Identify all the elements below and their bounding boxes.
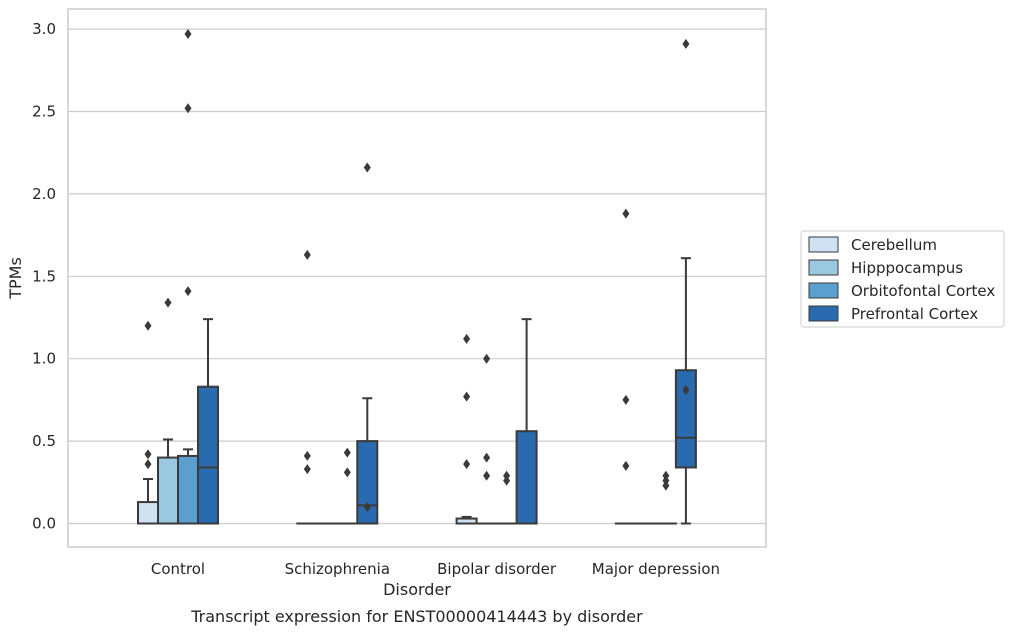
- outlier-point: [164, 297, 172, 308]
- legend-swatch: [808, 305, 839, 322]
- chart-caption: Transcript expression for ENST0000041444…: [190, 607, 643, 626]
- outlier-point: [303, 249, 311, 260]
- outlier-point: [363, 162, 371, 173]
- outlier-point: [343, 467, 351, 478]
- legend-label: Cerebellum: [851, 236, 937, 254]
- y-tick-label: 3.0: [32, 20, 56, 38]
- box-cerebellum: [137, 320, 159, 525]
- box-body: [515, 430, 538, 525]
- legend-swatch: [808, 259, 839, 276]
- box-body: [197, 385, 219, 525]
- y-tick-label: 1.0: [32, 350, 56, 368]
- legend-label: Prefrontal Cortex: [851, 305, 978, 323]
- box-orbitofontal-cortex: [336, 447, 359, 525]
- legend-label: Hipppocampus: [851, 259, 963, 277]
- x-tick-label: Schizophrenia: [285, 560, 390, 578]
- box-orbitofontal-cortex: [495, 470, 518, 525]
- box-series: [137, 29, 697, 525]
- legend-frame: [800, 230, 1005, 328]
- box-body: [157, 456, 179, 525]
- y-tick-label: 0.0: [32, 515, 56, 533]
- outlier-point: [303, 450, 311, 461]
- box-prefrontal-cortex: [197, 318, 219, 525]
- x-tick-label: Bipolar disorder: [437, 560, 557, 578]
- outlier-point: [363, 502, 371, 513]
- outlier-point: [303, 464, 311, 475]
- legend-label: Orbitofontal Cortex: [851, 282, 995, 300]
- outlier-point: [184, 103, 192, 114]
- box-body: [137, 501, 159, 525]
- outlier-point: [483, 452, 491, 463]
- x-tick-label: Major depression: [592, 560, 720, 578]
- outlier-point: [144, 320, 152, 331]
- outlier-point: [503, 470, 511, 481]
- legend-swatch: [808, 282, 839, 299]
- box-hipppocampus: [475, 353, 498, 525]
- outlier-point: [662, 470, 670, 481]
- y-tick-labels: 0.0 0.5 1.0 1.5 2.0 2.5 3.0: [32, 20, 56, 532]
- box-prefrontal-cortex: [356, 162, 379, 525]
- box-cerebellum: [614, 208, 637, 525]
- plot-frame: [67, 8, 767, 548]
- box-body: [356, 440, 379, 525]
- outlier-point: [483, 353, 491, 364]
- box-prefrontal-cortex: [515, 318, 538, 525]
- y-tick-label: 2.0: [32, 185, 56, 203]
- outlier-point: [682, 385, 690, 396]
- box-cerebellum: [296, 249, 319, 525]
- outlier-point: [463, 459, 471, 470]
- box-body: [674, 369, 697, 469]
- box-orbitofontal-cortex: [654, 470, 677, 525]
- box-body: [177, 454, 199, 525]
- legend: Cerebellum Hipppocampus Orbitofontal Corte…: [800, 230, 1005, 328]
- y-tick-label: 1.5: [32, 267, 56, 285]
- outlier-point: [622, 460, 630, 471]
- y-axis-label: TPMs: [6, 257, 25, 300]
- box-prefrontal-cortex: [674, 38, 697, 525]
- outlier-point: [144, 459, 152, 470]
- outlier-point: [483, 470, 491, 481]
- gridlines: [68, 28, 766, 525]
- outlier-point: [463, 333, 471, 344]
- outlier-point: [184, 29, 192, 40]
- outlier-point: [184, 286, 192, 297]
- box-hipppocampus: [157, 297, 179, 525]
- outlier-point: [682, 38, 690, 49]
- x-tick-label: Control: [151, 560, 205, 578]
- y-tick-label: 0.5: [32, 432, 56, 450]
- box-cerebellum: [455, 333, 478, 525]
- outlier-point: [144, 449, 152, 460]
- y-tick-label: 2.5: [32, 103, 56, 121]
- x-axis-label: Disorder: [383, 580, 451, 599]
- x-tick-labels: Control Schizophrenia Bipolar disorder Majo…: [151, 560, 720, 578]
- outlier-point: [343, 447, 351, 458]
- outlier-point: [463, 391, 471, 402]
- outlier-point: [622, 394, 630, 405]
- legend-swatch: [808, 236, 839, 253]
- outlier-point: [622, 208, 630, 219]
